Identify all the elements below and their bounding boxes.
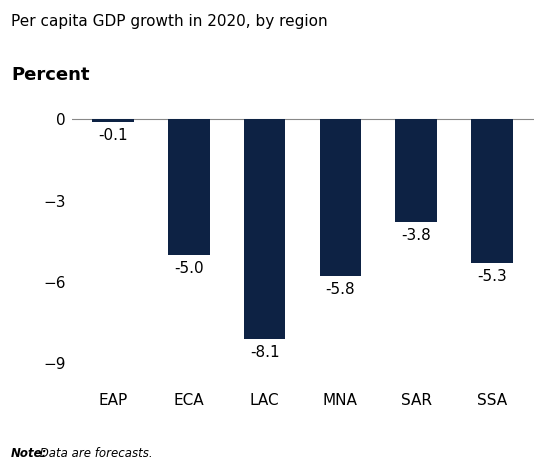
Bar: [168, 120, 210, 255]
Text: Per capita GDP growth in 2020, by region: Per capita GDP growth in 2020, by region: [11, 14, 328, 29]
Bar: [92, 120, 134, 122]
Text: -5.3: -5.3: [477, 269, 507, 284]
Text: -5.8: -5.8: [326, 282, 355, 297]
Text: -3.8: -3.8: [401, 228, 431, 243]
Text: -5.0: -5.0: [174, 261, 204, 276]
Text: -8.1: -8.1: [250, 345, 279, 360]
Bar: [395, 120, 437, 222]
Text: -0.1: -0.1: [98, 128, 128, 143]
Text: Note:: Note:: [11, 446, 47, 460]
Bar: [471, 120, 513, 263]
Bar: [244, 120, 285, 339]
Text: Percent: Percent: [11, 67, 90, 84]
Bar: [320, 120, 361, 276]
Text: Data are forecasts.: Data are forecasts.: [36, 446, 152, 460]
